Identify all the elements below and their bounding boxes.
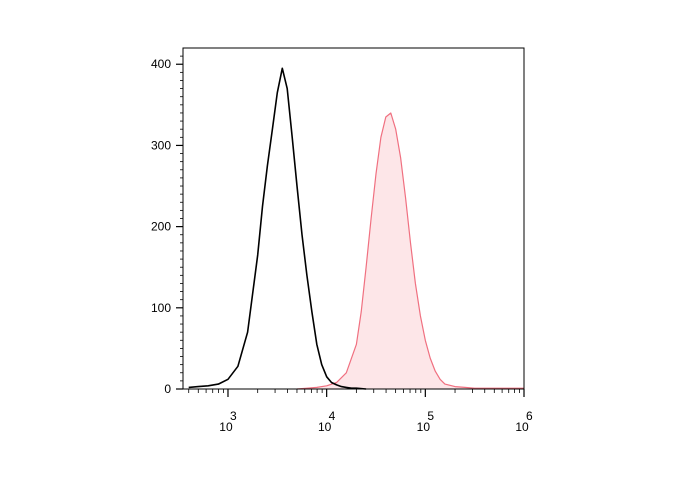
x-tick-label-0: 10 bbox=[219, 420, 233, 434]
series-1-line bbox=[296, 112, 524, 390]
x-tick-exponent-2: 5 bbox=[427, 409, 434, 423]
y-tick-label-4: 400 bbox=[151, 57, 171, 71]
x-tick-label-1: 10 bbox=[318, 420, 332, 434]
series-layer bbox=[188, 67, 524, 390]
plot-frame bbox=[182, 47, 525, 390]
series-0-line bbox=[188, 67, 367, 390]
y-tick-label-1: 100 bbox=[151, 301, 171, 315]
x-tick-label-3: 10 bbox=[515, 420, 529, 434]
series-1-area bbox=[297, 113, 524, 389]
y-tick-label-2: 200 bbox=[151, 220, 171, 234]
y-tick-label-3: 300 bbox=[151, 138, 171, 152]
x-tick-exponent-1: 4 bbox=[329, 409, 336, 423]
x-tick-exponent-0: 3 bbox=[230, 409, 237, 423]
x-tick-exponent-3: 6 bbox=[526, 409, 533, 423]
y-tick-label-0: 0 bbox=[164, 382, 171, 396]
x-tick-label-2: 10 bbox=[417, 420, 431, 434]
